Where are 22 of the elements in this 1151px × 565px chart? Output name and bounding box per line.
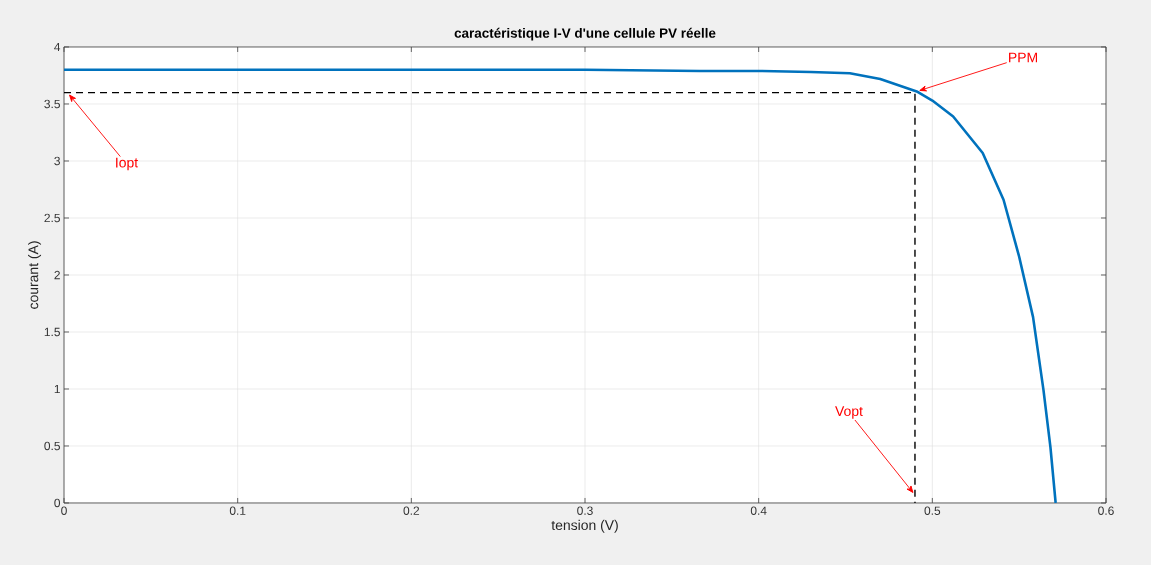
y-tick-label: 2.5 (44, 213, 60, 223)
chart-title: caractéristique I-V d'une cellule PV réelle (454, 27, 716, 41)
y-axis-title: courant (A) (28, 241, 42, 309)
annotation: PPM (1009, 52, 1037, 63)
x-tick-label: 0.1 (229, 506, 246, 515)
y-tick-label: 0 (54, 498, 61, 508)
y-tick-label: 3.5 (44, 99, 60, 109)
y-tick-label: 2 (54, 270, 60, 280)
y-tick-label: 1 (54, 384, 60, 394)
y-tick-label: 1.5 (44, 327, 60, 337)
y-tick-label: 3 (54, 156, 60, 166)
annotation: Iopt (116, 157, 139, 171)
x-tick-label: 0 (61, 506, 67, 515)
y-tick-label: 0.5 (44, 441, 60, 451)
x-tick-label: 0.2 (403, 506, 420, 515)
x-tick-label: 0.6 (1098, 506, 1114, 515)
y-tick-label: 4 (54, 42, 61, 52)
x-tick-label: 0.5 (924, 506, 941, 515)
x-tick-label: 0.3 (577, 506, 593, 515)
x-axis-title: tension (V) (551, 519, 618, 533)
annotation: Vopt (835, 406, 863, 419)
x-tick-label: 0.4 (750, 506, 767, 515)
